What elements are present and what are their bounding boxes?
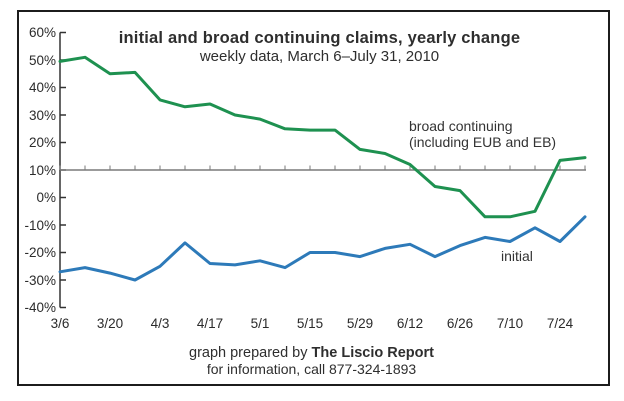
x-axis-label-4-3: 4/3 [150,316,170,331]
x-axis-label-6-26: 6/26 [446,316,474,331]
footer-credit: graph prepared by The Liscio Report [17,345,606,361]
broad-continuing-line [58,55,587,219]
x-axis-label-3-20: 3/20 [96,316,124,331]
broad-continuing-series-label-line2: (including EUB and EB) [409,134,557,150]
initial-series-label: initial [501,248,533,264]
y-axis-label--40: -40% [24,300,56,315]
y-axis-label-60: 60% [28,25,56,40]
y-axis-label-50: 50% [28,52,56,68]
x-axis-label-7-10: 7/10 [496,316,524,331]
footer-credit-source: The Liscio Report [311,345,434,361]
x-axis-label-5-1: 5/1 [250,316,270,331]
chart-title: initial and broad continuing claims, yea… [118,29,521,47]
x-axis-label-5-15: 5/15 [296,316,324,331]
initial-claims-line [58,215,587,282]
x-axis-label-6-12: 6/12 [396,316,424,331]
y-axis-label--30: -30% [24,272,56,288]
y-axis-label-30: 30% [28,107,56,123]
footer-credit-prefix: graph prepared by [189,345,312,361]
broad-continuing-series-label: broad continuing (including EUB and EB) [409,118,556,150]
y-axis-label-10: 10% [28,162,56,178]
y-axis-label--10: -10% [24,217,56,233]
x-axis-label-7-24: 7/24 [546,316,574,331]
y-axis-label--20: -20% [24,245,56,260]
broad-continuing-series-label-line1: broad continuing [409,118,513,134]
y-axis-label-0: 0% [36,190,56,205]
x-axis-label-5-29: 5/29 [346,316,374,331]
y-axis-label-20: 20% [28,135,56,150]
footer-contact: for information, call 877-324-1893 [206,361,417,377]
x-axis-label-3-6: 3/6 [50,316,70,331]
y-axis-label-40: 40% [28,80,56,95]
x-axis-label-4-17: 4/17 [196,316,224,331]
chart-subtitle: weekly data, March 6–July 31, 2010 [199,48,440,65]
